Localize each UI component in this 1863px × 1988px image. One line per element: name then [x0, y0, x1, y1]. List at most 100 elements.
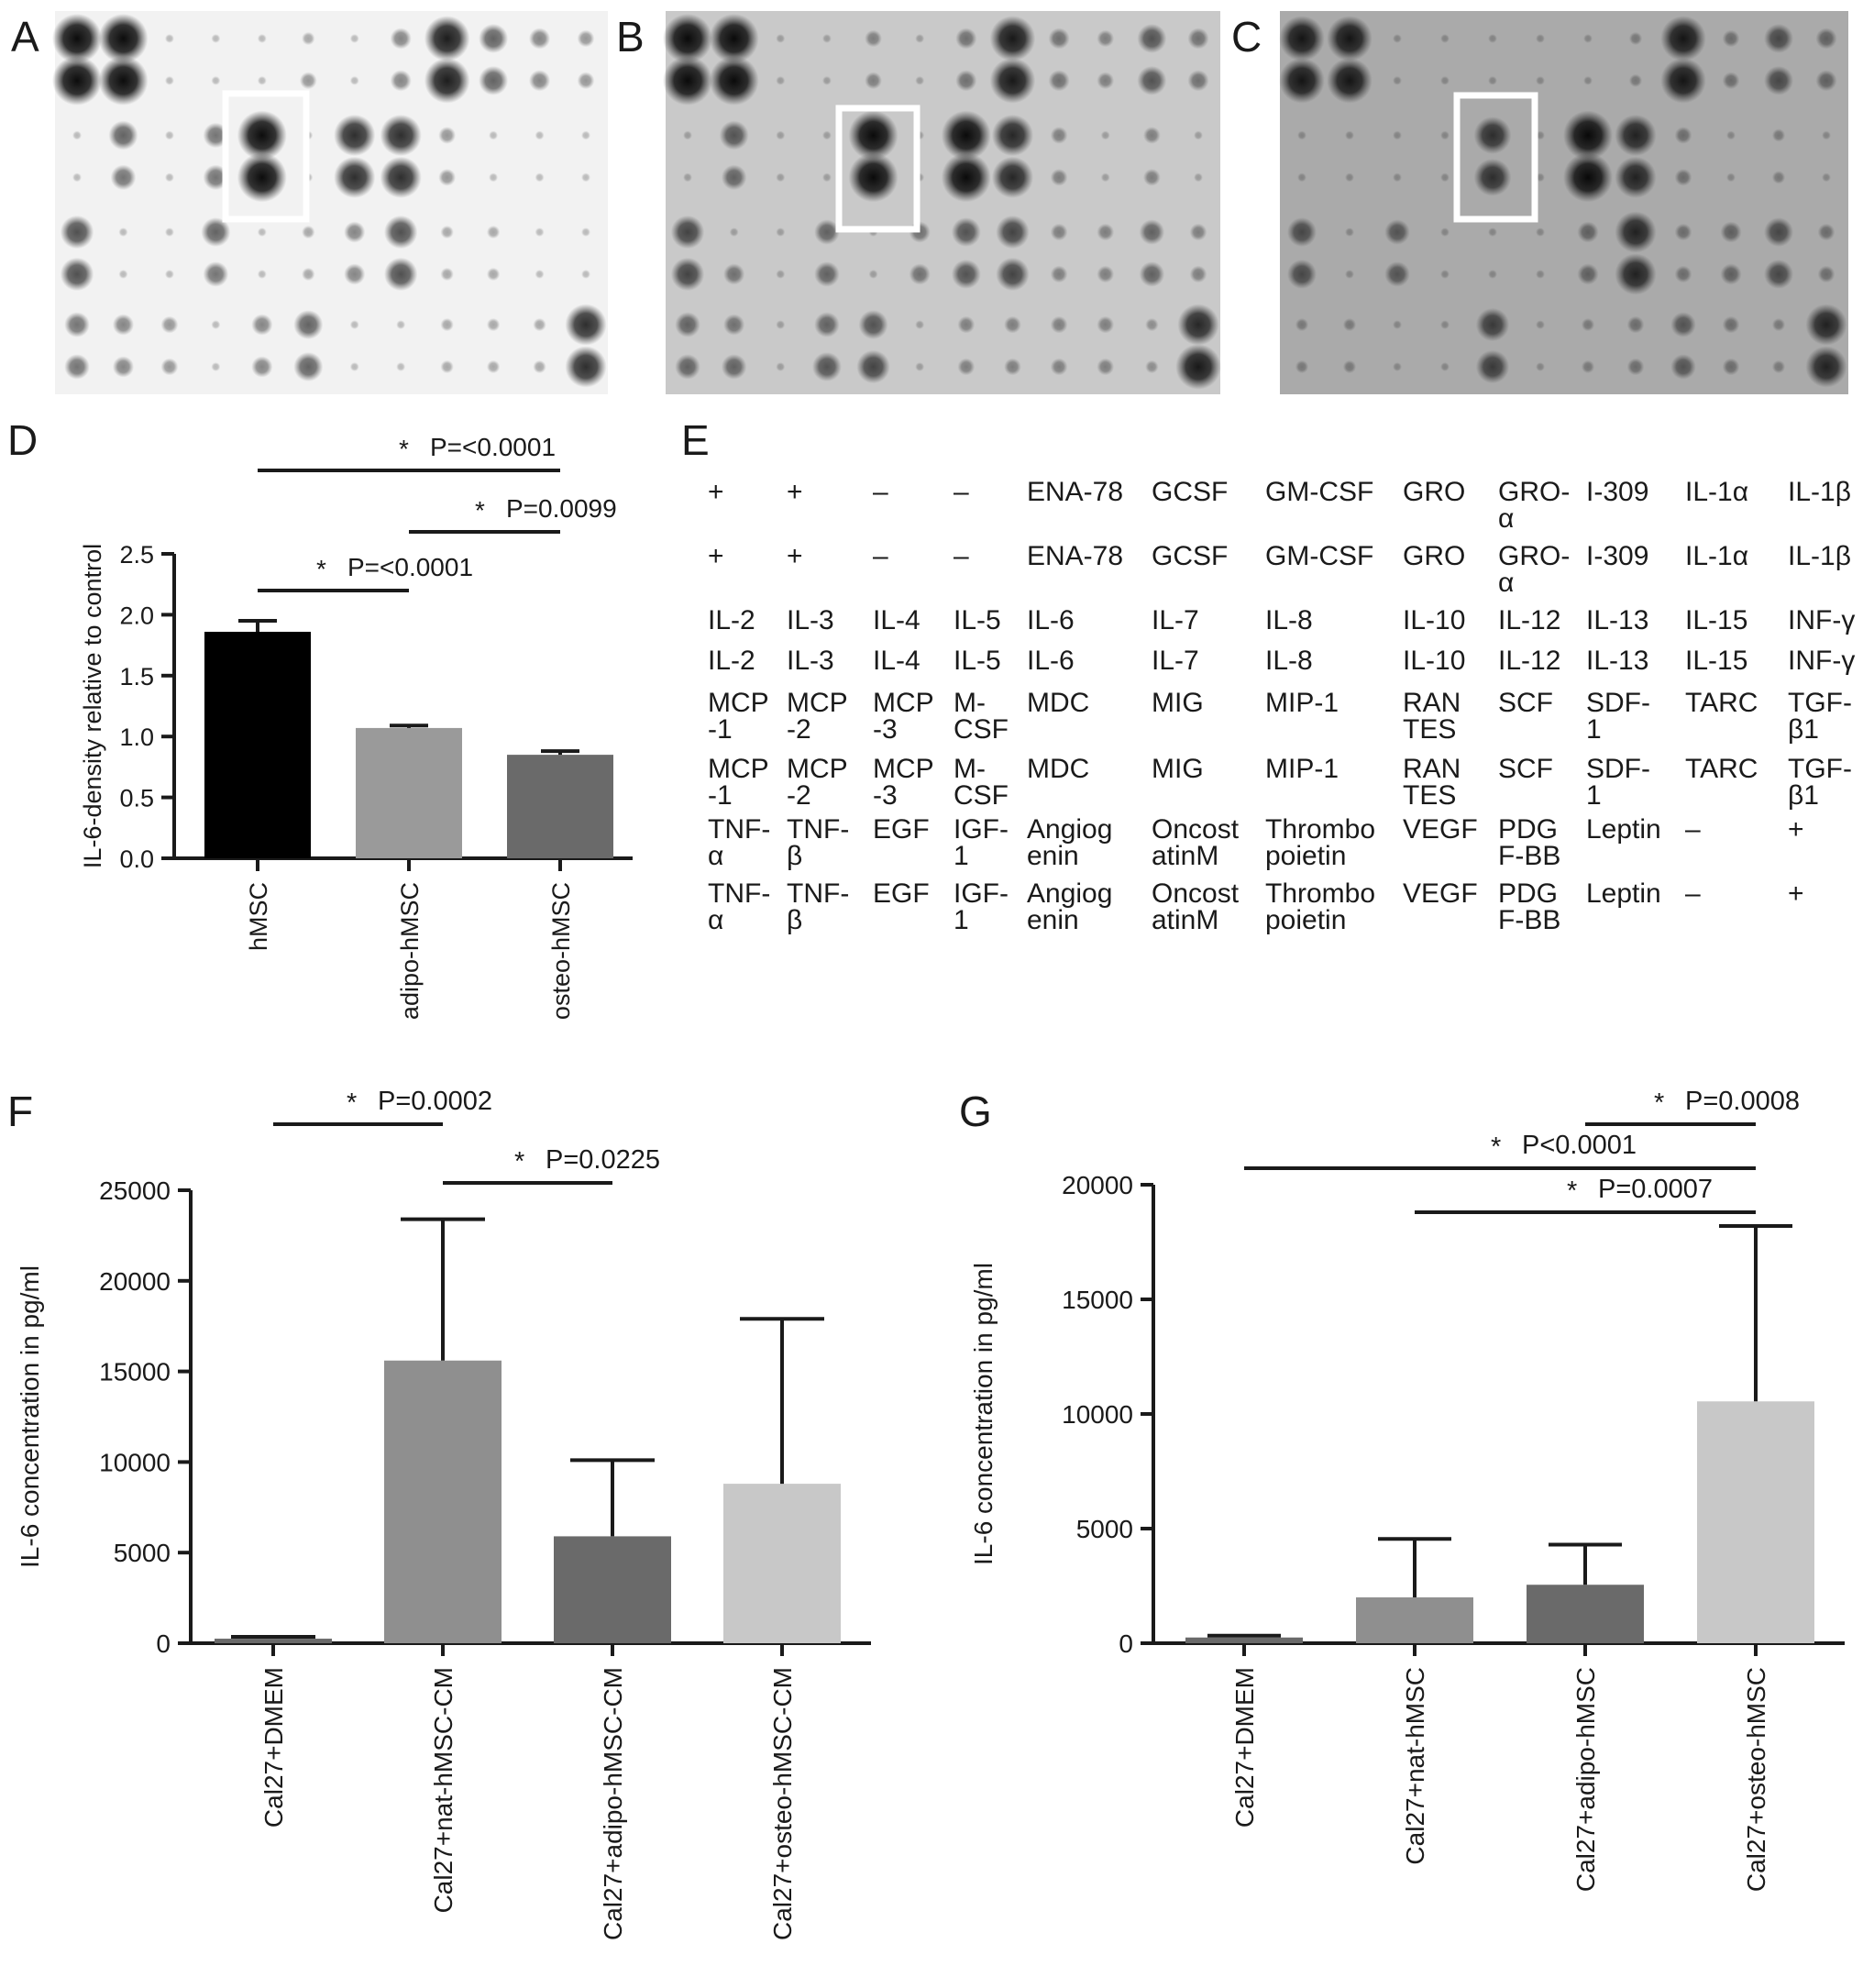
blot-spot	[729, 227, 739, 237]
blot-spot	[349, 34, 359, 43]
il6-highlight-box	[1453, 92, 1538, 223]
blot-spot	[941, 110, 991, 160]
array-cell: +	[1788, 814, 1804, 845]
il6-highlight-box	[222, 90, 310, 223]
blot-spot	[486, 359, 501, 374]
blot-spot	[821, 34, 832, 43]
blot-spot	[1145, 359, 1159, 374]
blot-spot	[1050, 169, 1068, 186]
blot-spot	[1764, 217, 1793, 248]
blot-spot	[1393, 75, 1402, 85]
blot-spot	[164, 75, 174, 85]
blot-spot	[52, 14, 102, 63]
blot-spot	[201, 217, 231, 248]
cytokine-array-blots	[52, 11, 1848, 394]
blot-spot	[1440, 172, 1450, 182]
blot-spot	[1175, 344, 1221, 390]
blot-spot	[957, 358, 976, 376]
array-cell: IL-8	[1265, 646, 1313, 676]
blot-spot	[60, 257, 94, 292]
blot-spot	[581, 270, 590, 280]
blot-spot	[848, 152, 898, 203]
blot-spot	[721, 354, 747, 380]
x-tick-label: Cal27+osteo-hMSC	[1742, 1667, 1770, 1892]
blot-spot	[776, 320, 786, 330]
blot-spot	[1100, 130, 1110, 140]
bar-cal27-osteo-hmsc	[1697, 1401, 1814, 1643]
blot-spot	[1287, 260, 1317, 290]
chart-d-il6-density: 0.0 0.5 1.0 1.5 2.0 2.5 IL-6-density relative …	[79, 433, 633, 1020]
blot-spot	[440, 317, 454, 332]
blot-spot	[856, 349, 890, 384]
blot-spot	[438, 127, 457, 144]
blot-spot	[1674, 127, 1692, 144]
panel-letter-e: E	[681, 416, 710, 464]
y-tick-label: 20000	[1062, 1171, 1133, 1199]
array-cell: TGF-β1	[1788, 688, 1852, 745]
x-tick-label: hMSC	[245, 882, 272, 951]
significance-star: *	[514, 1147, 524, 1176]
y-tick-label: 2.0	[119, 602, 154, 629]
blot-spot	[1626, 315, 1645, 334]
significance-p-value: P=0.0002	[378, 1087, 492, 1116]
bar-cal27-adipo-hmsc-cm	[554, 1536, 671, 1643]
array-cell: IL-10	[1403, 605, 1465, 635]
blot-spot	[440, 225, 454, 239]
blot-spot	[1488, 227, 1497, 237]
array-cell: IL-15	[1685, 605, 1747, 635]
array-cell: IL-13	[1586, 605, 1648, 635]
blot-spot	[489, 172, 499, 182]
significance-p-value: P=<0.0001	[430, 433, 556, 461]
blot-spot	[1475, 307, 1510, 342]
array-cell: EGF	[873, 814, 930, 845]
blot-spot	[257, 75, 267, 85]
array-cell: IL-8	[1265, 605, 1313, 635]
array-cell: TNF-β	[787, 878, 849, 935]
blot-spot	[1050, 127, 1068, 144]
blot-spot	[1097, 265, 1115, 283]
blot-spot	[1100, 172, 1110, 182]
blot-spot	[1004, 315, 1021, 334]
blot-spot	[1393, 172, 1402, 182]
blot-spot	[776, 34, 786, 43]
array-cell: TGF-β1	[1788, 754, 1852, 811]
array-cell: GCSF	[1152, 477, 1228, 507]
blot-spot	[1817, 265, 1835, 283]
blot-spot	[486, 267, 501, 282]
blot-spot	[60, 215, 94, 249]
blot-b	[663, 11, 1221, 394]
array-cell: PDG F-BB	[1498, 814, 1560, 871]
blot-spot	[424, 58, 470, 104]
array-cell: –	[873, 541, 888, 571]
blot-spot	[302, 267, 315, 282]
blot-spot	[257, 270, 267, 280]
blot-spot	[1615, 156, 1657, 199]
significance-star: *	[1491, 1132, 1501, 1162]
y-tick-label: 0.5	[119, 785, 154, 812]
array-cell: SCF	[1498, 688, 1553, 718]
blot-spot	[302, 225, 315, 239]
array-cell: TNF-α	[708, 814, 770, 871]
array-cell: MIG	[1152, 688, 1204, 718]
blot-spot	[577, 29, 595, 48]
x-tick-label: osteo-hMSC	[547, 882, 575, 1020]
significance-p-value: P=0.0099	[506, 494, 617, 523]
array-cell: ENA-78	[1027, 541, 1123, 571]
blot-spot	[257, 34, 267, 43]
blot-spot	[1628, 73, 1643, 88]
blot-spot	[1440, 320, 1450, 330]
blot-spot	[581, 227, 590, 237]
blot-spot	[349, 362, 359, 371]
blot-spot	[1488, 270, 1497, 280]
x-tick-label: Cal27+adipo-hMSC-CM	[599, 1667, 627, 1940]
blot-spot	[1771, 171, 1786, 184]
blot-spot	[1771, 359, 1786, 374]
blot-spot	[1342, 359, 1357, 374]
blot-spot	[670, 257, 705, 292]
array-cell: Angiog enin	[1027, 814, 1112, 871]
blot-spot	[1536, 320, 1545, 330]
array-cell: +	[708, 477, 724, 507]
array-cell: –	[873, 477, 888, 507]
array-cell: IGF-1	[954, 814, 1009, 871]
array-cell: IL-2	[708, 646, 755, 676]
